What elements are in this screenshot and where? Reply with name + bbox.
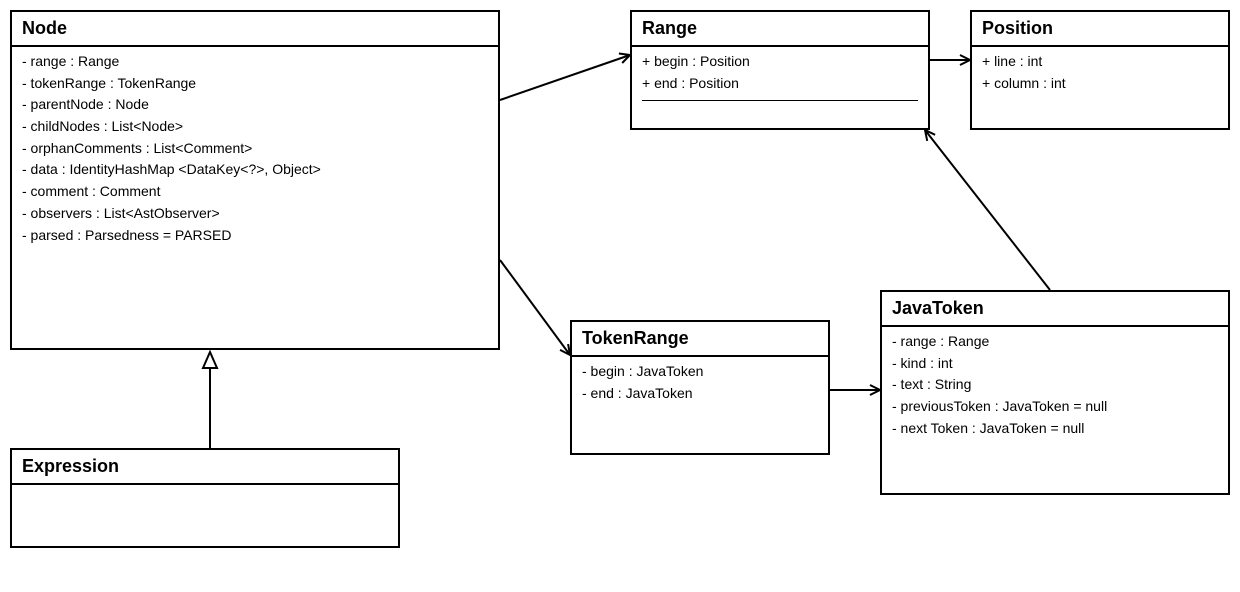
edge-node-tokenrange (500, 260, 570, 355)
attr: - parsed : Parsedness = PARSED (22, 225, 488, 247)
attr: - previousToken : JavaToken = null (892, 396, 1218, 418)
attr: + begin : Position (642, 51, 918, 73)
class-title: JavaToken (882, 292, 1228, 327)
class-title: Expression (12, 450, 398, 485)
class-title: TokenRange (572, 322, 828, 357)
attr: - parentNode : Node (22, 94, 488, 116)
attr: + end : Position (642, 73, 918, 95)
attr: - range : Range (892, 331, 1218, 353)
attr: - comment : Comment (22, 181, 488, 203)
attr: - begin : JavaToken (582, 361, 818, 383)
class-body: - range : Range - kind : int - text : St… (882, 327, 1228, 447)
attr: - end : JavaToken (582, 383, 818, 405)
attr: - kind : int (892, 353, 1218, 375)
attr: - tokenRange : TokenRange (22, 73, 488, 95)
class-body (12, 485, 398, 497)
class-range: Range + begin : Position + end : Positio… (630, 10, 930, 130)
attr: - range : Range (22, 51, 488, 73)
class-javatoken: JavaToken - range : Range - kind : int -… (880, 290, 1230, 495)
edge-javatoken-range (925, 130, 1050, 290)
class-body: + line : int + column : int (972, 47, 1228, 102)
class-tokenrange: TokenRange - begin : JavaToken - end : J… (570, 320, 830, 455)
edge-node-range (500, 55, 630, 100)
class-body: - begin : JavaToken - end : JavaToken (572, 357, 828, 412)
class-node: Node - range : Range - tokenRange : Toke… (10, 10, 500, 350)
attr: - text : String (892, 374, 1218, 396)
class-position: Position + line : int + column : int (970, 10, 1230, 130)
attr: - orphanComments : List<Comment> (22, 138, 488, 160)
class-expression: Expression (10, 448, 400, 548)
attr: - observers : List<AstObserver> (22, 203, 488, 225)
class-title: Node (12, 12, 498, 47)
class-title: Position (972, 12, 1228, 47)
class-title: Range (632, 12, 928, 47)
class-body: + begin : Position + end : Position (632, 47, 928, 111)
attr: + line : int (982, 51, 1218, 73)
divider (642, 100, 918, 101)
attr: + column : int (982, 73, 1218, 95)
attr: - data : IdentityHashMap <DataKey<?>, Ob… (22, 159, 488, 181)
class-body: - range : Range - tokenRange : TokenRang… (12, 47, 498, 254)
attr: - childNodes : List<Node> (22, 116, 488, 138)
attr: - next Token : JavaToken = null (892, 418, 1218, 440)
